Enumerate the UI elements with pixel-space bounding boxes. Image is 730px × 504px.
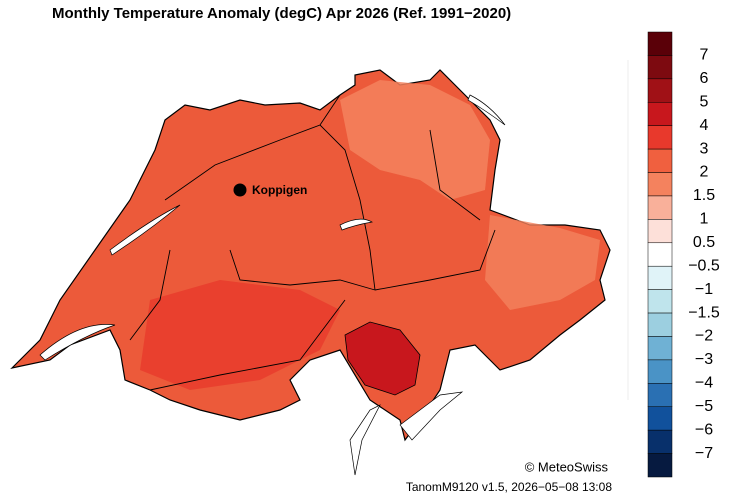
- legend-label: −4: [695, 375, 713, 392]
- border: [149, 299, 346, 391]
- legend-label: 2: [700, 164, 709, 181]
- canton-borders: [129, 94, 496, 391]
- footer: TanomM9120 v1.5, 2026−05−08 13:08: [406, 480, 612, 494]
- legend-swatch: [647, 78, 673, 103]
- legend-swatch: [647, 453, 673, 478]
- legend-swatch: [647, 336, 673, 361]
- legend-label: −2: [695, 328, 713, 345]
- legend-label: 0.5: [693, 234, 715, 251]
- legend-swatch: [647, 55, 673, 80]
- legend-label: 7: [700, 47, 709, 64]
- legend-swatch: [647, 289, 673, 314]
- legend-swatch: [647, 359, 673, 384]
- warm-region: [485, 215, 600, 310]
- legend-label: −5: [695, 398, 713, 415]
- legend-label: 4: [700, 117, 709, 134]
- switzerland: Koppigen: [10, 69, 611, 476]
- legend-swatch: [647, 312, 673, 337]
- border: [129, 249, 171, 341]
- legend-swatch: [647, 406, 673, 431]
- location-label: Koppigen: [252, 183, 307, 197]
- legend-label: −1.5: [688, 304, 720, 321]
- legend-label: 5: [700, 93, 709, 110]
- border: [229, 249, 376, 291]
- location-marker: [233, 183, 247, 197]
- lake: [467, 94, 506, 126]
- lake: [399, 391, 464, 441]
- lakes: [39, 94, 506, 476]
- warm-region: [340, 80, 490, 200]
- lake: [339, 218, 374, 231]
- legend-swatch: [647, 265, 673, 290]
- legend-label: −3: [695, 351, 713, 368]
- legend-swatch: [647, 219, 673, 244]
- border: [429, 129, 481, 221]
- legend-swatch: [647, 31, 673, 56]
- border: [319, 124, 376, 291]
- legend-swatch: [647, 429, 673, 454]
- legend-label: 1: [700, 211, 709, 228]
- legend-label: −6: [695, 421, 713, 438]
- legend-swatch: [647, 148, 673, 173]
- border: [374, 229, 496, 291]
- legend-label: 1.5: [693, 187, 715, 204]
- legend-swatch: [647, 102, 673, 126]
- lake: [109, 204, 181, 256]
- hottest-region: [344, 321, 421, 396]
- legend-label: −1: [695, 281, 713, 298]
- legend-label: 6: [700, 70, 709, 87]
- legend-swatch: [647, 195, 673, 220]
- color-legend: 7 6 5 4 3 2 1.5 1 0.5 −0.5 −1 −1.5 −2 −3 −4 −5 −6 −7: [647, 31, 720, 478]
- hot-region: [140, 280, 340, 390]
- legend-label: −0.5: [688, 257, 720, 274]
- legend-label: −7: [695, 445, 713, 462]
- legend-swatch: [647, 383, 673, 407]
- lake: [39, 324, 116, 361]
- lake: [349, 404, 381, 476]
- legend-swatch: [647, 242, 673, 267]
- border: [164, 94, 341, 201]
- map-title: Monthly Temperature Anomaly (degC) Apr 2…: [52, 5, 511, 22]
- legend-label: 3: [700, 140, 709, 157]
- copyright: © MeteoSwiss: [525, 459, 609, 474]
- legend-swatch: [647, 125, 673, 150]
- legend-swatch: [647, 172, 673, 197]
